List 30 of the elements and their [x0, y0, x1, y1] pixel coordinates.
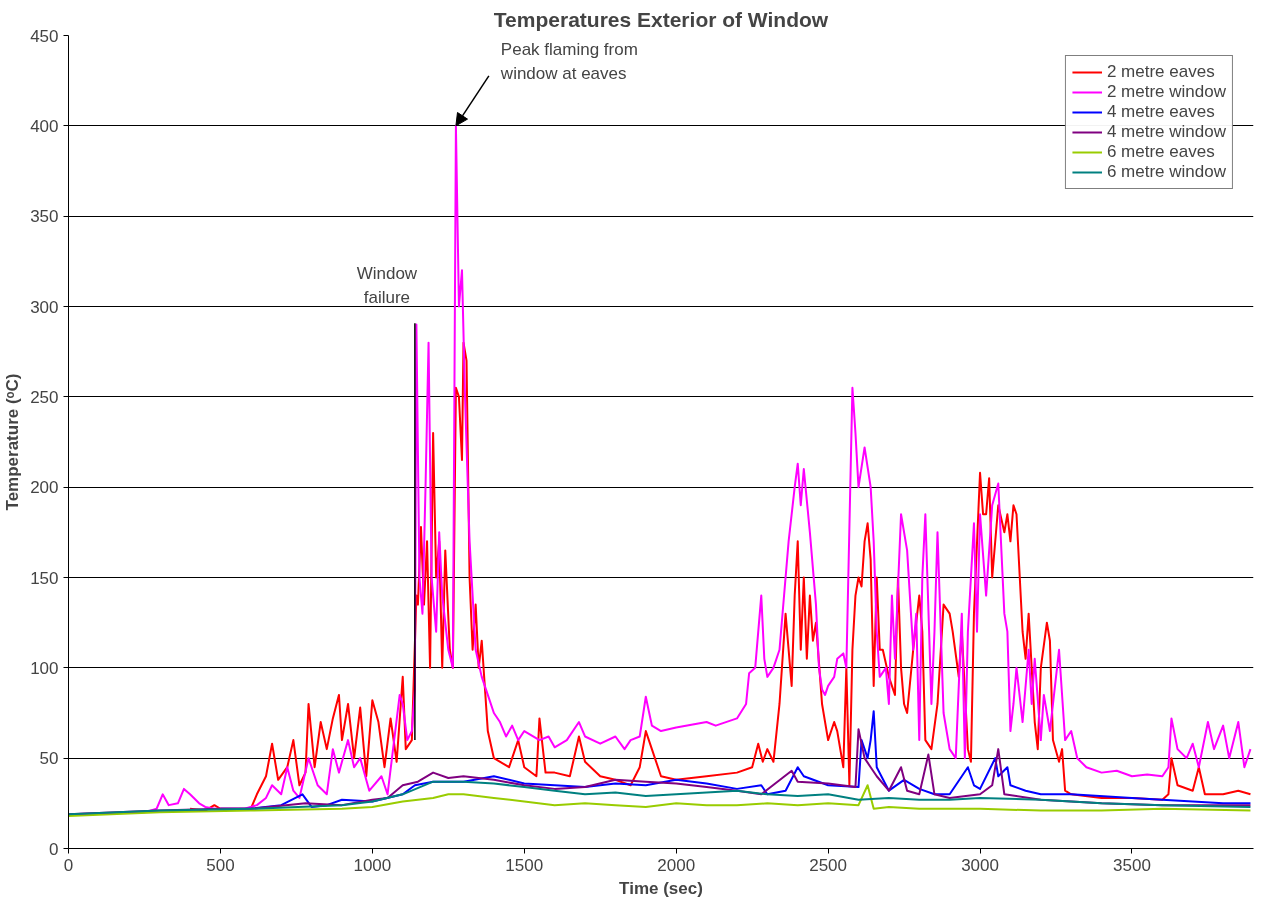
- y-tick-label: 0: [49, 839, 59, 859]
- x-tick-label: 2000: [657, 855, 696, 875]
- y-tick-label: 200: [30, 478, 59, 498]
- x-axis-title: Time (sec): [619, 878, 703, 898]
- y-tick-label: 350: [30, 207, 59, 227]
- x-tick-label: 2500: [809, 855, 848, 875]
- legend-label: 2 metre eaves: [1106, 62, 1215, 82]
- y-tick-label: 100: [30, 658, 59, 678]
- y-tick-label: 150: [30, 568, 59, 588]
- x-tick-label: 1000: [353, 855, 392, 875]
- x-tick-label: 1500: [505, 855, 544, 875]
- line-series: [189, 341, 1252, 812]
- x-tick-label: 500: [206, 855, 235, 875]
- x-tick-label: 3500: [1113, 855, 1151, 875]
- y-tick-label: 50: [39, 749, 59, 769]
- y-tick-label: 450: [30, 26, 59, 46]
- chart-title: Temperatures Exterior of Window: [493, 7, 829, 31]
- y-tick-label: 300: [30, 297, 59, 317]
- legend-label: 6 metre eaves: [1106, 142, 1215, 162]
- legend-label: 4 metre eaves: [1106, 102, 1215, 122]
- y-tick-label: 400: [30, 116, 59, 136]
- annotation: Peak flaming from window at eaves: [499, 40, 638, 84]
- legend-label: 2 metre window: [1106, 82, 1226, 102]
- legend-label: 6 metre window: [1106, 162, 1226, 182]
- x-tick-label: 3000: [961, 855, 999, 875]
- x-tick-label: 0: [63, 855, 74, 875]
- annotation: Window failure: [356, 264, 418, 308]
- y-axis-title: Temperature (ᵒC): [3, 373, 23, 511]
- y-tick-label: 250: [30, 387, 59, 407]
- legend-label: 4 metre window: [1106, 122, 1226, 142]
